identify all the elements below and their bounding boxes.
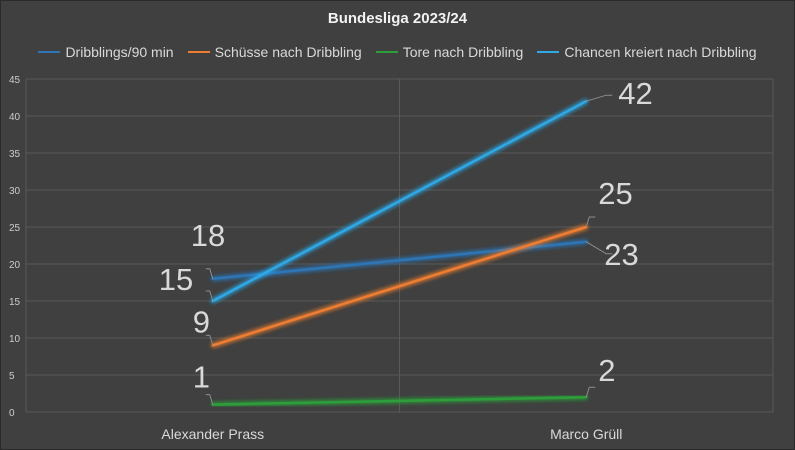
legend-label-schuesse: Schüsse nach Dribbling — [214, 44, 362, 60]
y-tick-label: 15 — [9, 297, 21, 308]
data-label-leader — [205, 334, 214, 346]
data-label-1-1: 25 — [598, 176, 632, 211]
chart-title: Bundesliga 2023/24 — [327, 10, 468, 27]
data-label-leader — [205, 268, 214, 279]
data-label-leader — [585, 216, 596, 228]
legend-item-schuesse: Schüsse nach Dribbling — [187, 44, 362, 60]
y-tick-label: 20 — [9, 260, 21, 271]
y-tick-label: 0 — [9, 408, 15, 419]
legend-label-chancen: Chancen kreiert nach Dribbling — [564, 44, 757, 60]
y-tick-label: 10 — [9, 334, 21, 345]
legend-label-dribblings: Dribblings/90 min — [65, 44, 174, 60]
y-tick-label: 30 — [9, 186, 21, 197]
legend-item-tore: Tore nach Dribbling — [375, 44, 524, 60]
series-line-1 — [211, 225, 588, 347]
legend-swatch-dribblings — [38, 51, 61, 53]
data-label-1-0: 9 — [193, 304, 210, 339]
y-tick-label: 5 — [9, 371, 15, 382]
legend-item-dribblings: Dribblings/90 min — [38, 44, 174, 60]
data-label-leader — [205, 290, 214, 302]
data-label-2-1: 2 — [598, 353, 615, 388]
data-label-2-0: 1 — [193, 360, 210, 395]
data-label-leader — [585, 241, 613, 255]
data-label-leader — [585, 386, 596, 398]
data-label-3-1: 42 — [618, 76, 652, 111]
data-label-0-0: 18 — [191, 218, 225, 253]
legend: Dribblings/90 min Schüsse nach Dribbling… — [1, 44, 794, 60]
legend-swatch-chancen — [537, 51, 560, 53]
data-label-leader — [586, 94, 613, 102]
y-tick-label: 45 — [9, 75, 21, 86]
data-label-3-0: 15 — [159, 262, 193, 297]
y-tick-label: 35 — [9, 149, 21, 160]
series-line-2 — [211, 395, 588, 406]
x-category-label: Marco Grüll — [550, 426, 622, 442]
legend-swatch-schuesse — [187, 51, 210, 53]
x-category-label: Alexander Prass — [161, 426, 264, 442]
legend-swatch-tore — [375, 51, 398, 53]
data-label-0-1: 23 — [604, 237, 638, 272]
legend-label-tore: Tore nach Dribbling — [402, 44, 524, 60]
series-line-3 — [211, 99, 588, 303]
y-tick-label: 40 — [9, 112, 21, 123]
legend-item-chancen: Chancen kreiert nach Dribbling — [537, 44, 757, 60]
y-tick-label: 25 — [9, 223, 21, 234]
data-label-leader — [205, 394, 214, 405]
